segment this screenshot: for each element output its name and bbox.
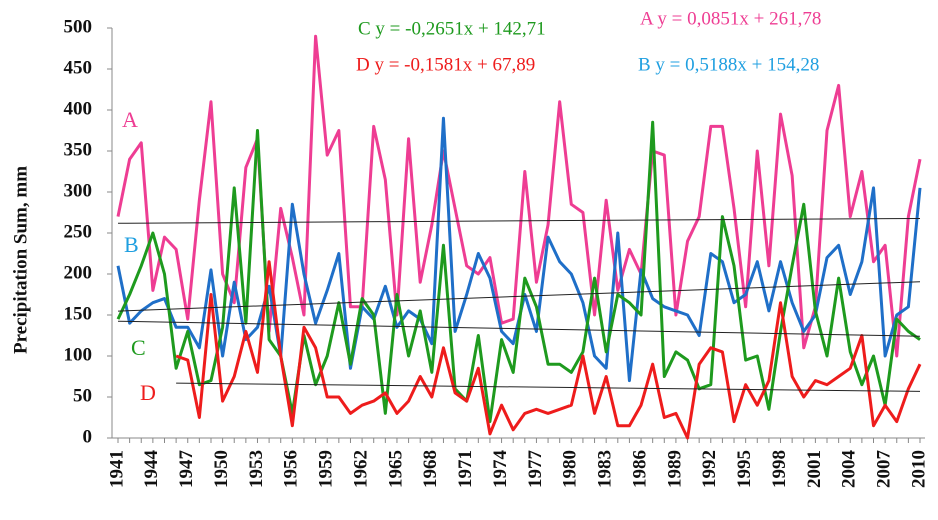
x-tick-label: 2007 xyxy=(873,450,894,489)
x-tick-label: 1992 xyxy=(699,450,720,488)
trend-equation: B y = 0,5188x + 154,28 xyxy=(638,54,819,75)
x-tick-label: 1959 xyxy=(316,450,337,488)
x-tick-label: 1995 xyxy=(734,450,755,488)
x-tick-label: 1998 xyxy=(769,450,790,488)
x-tick-label: 1947 xyxy=(176,450,197,489)
x-tick-label: 1953 xyxy=(246,450,267,488)
y-tick-label: 400 xyxy=(64,98,93,119)
series-label: A xyxy=(122,107,138,132)
y-tick-label: 0 xyxy=(83,426,93,447)
x-tick-label: 1956 xyxy=(281,450,302,488)
x-tick-label: 1968 xyxy=(420,450,441,488)
series-label: B xyxy=(124,232,139,257)
y-tick-label: 500 xyxy=(64,16,93,37)
x-tick-label: 1977 xyxy=(525,450,546,489)
x-tick-label: 2004 xyxy=(839,450,860,489)
y-tick-label: 300 xyxy=(64,180,93,201)
series-label: C xyxy=(131,335,146,360)
x-tick-label: 1950 xyxy=(211,450,232,488)
x-tick-label: 1989 xyxy=(664,450,685,488)
x-tick-label: 1944 xyxy=(141,450,162,489)
series-label: D xyxy=(140,380,156,405)
trend-line xyxy=(117,320,921,337)
y-tick-label: 250 xyxy=(64,221,93,242)
x-tick-label: 2001 xyxy=(804,450,825,488)
y-tick-label: 450 xyxy=(64,57,93,78)
x-tick-label: 1965 xyxy=(385,450,406,488)
y-tick-label: 50 xyxy=(73,385,92,406)
x-tick-label: 1941 xyxy=(106,450,127,488)
y-axis-label: Precipitation Sum, mm xyxy=(10,166,31,354)
trend-line xyxy=(176,382,921,392)
trend-line xyxy=(117,281,921,312)
series-line xyxy=(116,34,922,358)
x-tick-label: 1974 xyxy=(490,449,511,488)
x-tick-label: 2010 xyxy=(908,450,929,488)
y-tick-label: 200 xyxy=(64,262,93,283)
trend-equation: A y = 0,0851x + 261,78 xyxy=(640,8,821,29)
x-tick-label: 1983 xyxy=(595,450,616,488)
y-tick-label: 350 xyxy=(64,139,93,160)
y-tick-label: 100 xyxy=(64,344,93,365)
series-line xyxy=(116,120,921,424)
x-tick-label: 1962 xyxy=(350,450,371,488)
series-line xyxy=(175,260,922,440)
y-tick-label: 150 xyxy=(64,303,93,324)
trend-equation: D y = -0,1581x + 67,89 xyxy=(356,54,535,75)
trend-line xyxy=(117,217,921,224)
x-tick-label: 1986 xyxy=(629,450,650,488)
x-tick-label: 1980 xyxy=(560,450,581,488)
trend-equation: C y = -0,2651x + 142,71 xyxy=(358,18,546,39)
x-tick-label: 1971 xyxy=(455,450,476,488)
